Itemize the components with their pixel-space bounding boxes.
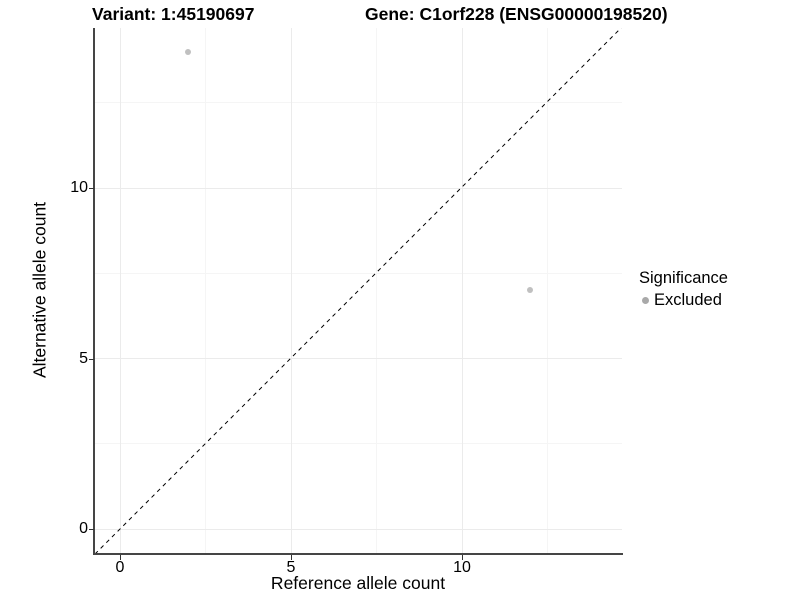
variant-title: Variant: 1:45190697 (92, 4, 255, 24)
x-tick-10 (462, 555, 463, 560)
major-gridline-x-5 (290, 28, 292, 553)
major-gridline-y-0 (95, 528, 622, 530)
x-axis-line (93, 553, 623, 555)
plot-panel (95, 28, 622, 553)
legend-entry-label: Excluded (654, 291, 722, 309)
data-point-12-7 (527, 287, 534, 294)
x-tick-label-0: 0 (115, 559, 125, 576)
y-tick-label-5: 5 (79, 349, 88, 367)
y-tick-10 (89, 188, 94, 189)
y-tick-5 (89, 358, 94, 360)
y-tick-label-0: 0 (79, 520, 88, 537)
minor-gridline-x-2.5 (205, 28, 206, 553)
gene-title: Gene: C1orf228 (ENSG00000198520) (365, 4, 668, 24)
x-tick-label-10: 10 (453, 559, 471, 576)
major-gridline-y-10 (95, 187, 622, 189)
excluded-point-icon (642, 297, 649, 304)
minor-gridline-y-12.5 (95, 102, 622, 104)
x-axis-title: Reference allele count (270, 573, 446, 593)
minor-gridline-y-7.5 (95, 272, 622, 274)
major-gridline-x-10 (461, 28, 463, 553)
minor-gridline-x-7.5 (376, 28, 377, 553)
y-tick-0 (89, 529, 94, 530)
major-gridline-y-5 (95, 358, 622, 359)
x-tick-0 (120, 555, 121, 560)
legend: Significance Excluded (639, 269, 728, 310)
x-tick-label-5: 5 (286, 559, 296, 576)
minor-gridline-y-2.5 (95, 443, 622, 445)
data-point-2-14 (185, 48, 192, 55)
y-axis-line (93, 28, 95, 555)
x-tick-5 (291, 555, 292, 560)
legend-entry-excluded: Excluded (642, 291, 728, 310)
minor-gridline-x-12.5 (547, 28, 548, 553)
identity-reference-line (95, 28, 622, 553)
major-gridline-x-0 (119, 28, 121, 553)
y-tick-label-10: 10 (70, 179, 88, 196)
legend-title: Significance (639, 269, 728, 287)
